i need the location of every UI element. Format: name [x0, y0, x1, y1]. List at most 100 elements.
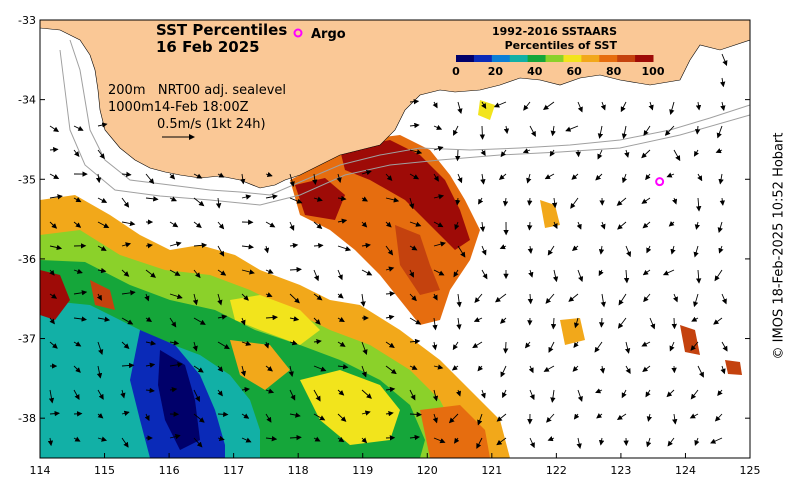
sst-patch	[158, 350, 200, 450]
current-vector-arrow	[97, 267, 107, 274]
current-vector-arrow	[337, 245, 352, 252]
colorbar-tick-label: 20	[488, 65, 504, 78]
argo-label: Argo	[311, 27, 346, 42]
argo-float-marker[interactable]	[655, 177, 665, 187]
current-vector-arrow	[577, 101, 583, 113]
current-vector-arrow	[241, 386, 250, 393]
current-vector-arrow	[671, 317, 677, 330]
current-vector-arrow	[717, 221, 723, 234]
current-vector-arrow	[550, 317, 557, 330]
current-vector-arrow	[217, 245, 225, 257]
current-vector-arrow	[217, 269, 227, 276]
current-vector-arrow	[169, 317, 177, 328]
current-vector-arrow	[526, 173, 532, 184]
current-vector-arrow	[433, 194, 445, 200]
colorbar-swatch	[509, 55, 529, 62]
current-vector-arrow	[669, 101, 675, 115]
current-vector-arrow	[49, 221, 58, 229]
current-vector-arrow	[97, 413, 104, 419]
current-vector-arrow	[545, 293, 555, 304]
current-vector-arrow	[474, 293, 483, 303]
current-vector-arrow	[409, 293, 417, 302]
current-vector-arrow	[576, 437, 582, 450]
current-vector-arrow	[716, 125, 723, 139]
colorbar-tick-label: 40	[527, 65, 543, 78]
current-vector-arrow	[529, 389, 535, 401]
current-vector-arrow	[73, 149, 80, 157]
current-vector-arrow	[669, 341, 675, 352]
current-vector-arrow	[496, 413, 507, 422]
current-vector-arrow	[600, 101, 606, 111]
current-vector-arrow	[241, 194, 252, 200]
current-vector-arrow	[409, 338, 421, 345]
current-vector-arrow	[121, 220, 136, 227]
current-vector-arrow	[621, 389, 627, 399]
current-vector-arrow	[694, 437, 700, 446]
current-vector-arrow	[121, 410, 130, 416]
current-vector-arrow	[145, 173, 155, 185]
current-vector-arrow	[623, 269, 630, 284]
current-vector-arrow	[689, 413, 699, 419]
current-vector-arrow	[289, 293, 300, 304]
current-vector-arrow	[313, 365, 327, 372]
current-vector-arrow	[217, 221, 225, 230]
current-vector-arrow	[312, 173, 318, 186]
current-vector-arrow	[550, 125, 556, 137]
current-vector-arrow	[145, 243, 153, 249]
current-vector-arrow	[480, 173, 486, 185]
current-vector-arrow	[49, 125, 60, 132]
current-vector-arrow	[577, 269, 584, 283]
current-vector-arrow	[73, 268, 83, 274]
current-vector-arrow	[715, 148, 723, 154]
current-vector-arrow	[666, 389, 675, 398]
current-vector-arrow	[456, 317, 462, 330]
current-vector-arrow	[361, 242, 371, 249]
current-vector-arrow	[145, 362, 156, 368]
colorbar-tick-labels: 0 20 40 60 80 100	[452, 65, 665, 78]
current-vector-arrow	[361, 341, 368, 355]
current-vector-arrow	[454, 221, 460, 231]
current-vector-arrow	[265, 388, 275, 394]
x-tick-label: 123	[610, 464, 631, 477]
current-vector-arrow	[570, 197, 579, 209]
current-vector-arrow	[121, 269, 130, 277]
current-vector-arrow	[433, 241, 446, 247]
current-vector-arrow	[97, 316, 111, 322]
current-vector-arrow	[289, 197, 303, 204]
current-vector-arrow	[481, 269, 488, 280]
current-vector-arrow	[264, 341, 270, 349]
current-vector-arrow	[145, 387, 155, 394]
current-vector-arrow	[337, 218, 348, 224]
current-vector-arrow	[240, 173, 246, 185]
current-vector-arrow	[121, 437, 129, 448]
current-vector-arrow	[385, 266, 395, 272]
current-vector-arrow	[409, 122, 420, 129]
current-vector-arrow	[265, 194, 278, 200]
current-vector-arrow	[433, 269, 445, 276]
current-vector-arrow	[624, 341, 631, 354]
percentile-colorbar	[456, 55, 654, 62]
current-vector-arrow	[169, 196, 177, 202]
current-vector-arrow	[241, 293, 249, 301]
current-vector-arrow	[361, 389, 372, 399]
current-vector-arrow	[479, 125, 486, 140]
current-vector-arrow	[361, 169, 372, 176]
current-vector-arrow	[409, 245, 418, 251]
current-vector-arrow	[265, 292, 273, 298]
sst-patch	[90, 280, 115, 310]
sst-patch	[560, 318, 585, 345]
current-vector-arrow	[361, 365, 367, 378]
current-vector-arrow	[193, 242, 208, 249]
colorbar-swatch	[491, 55, 511, 62]
current-vector-arrow	[337, 364, 349, 370]
current-vector-arrow	[217, 389, 223, 397]
current-vector-arrow	[97, 221, 110, 229]
current-vector-arrow	[432, 317, 438, 331]
current-vector-arrow	[576, 221, 582, 230]
current-vector-arrow	[691, 316, 699, 322]
current-vector-arrow	[617, 317, 627, 329]
current-vector-arrow	[73, 316, 87, 322]
y-tick-label: -37	[18, 333, 36, 346]
current-vector-arrow	[336, 173, 342, 183]
